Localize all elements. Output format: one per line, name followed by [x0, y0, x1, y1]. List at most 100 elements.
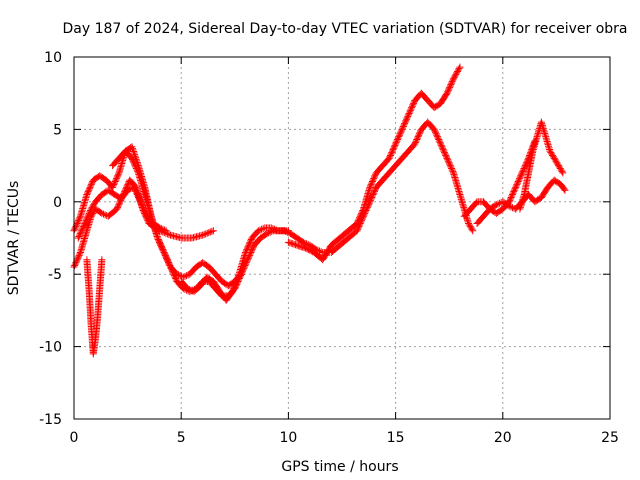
- data-point: [530, 140, 538, 148]
- data-point: [360, 211, 368, 219]
- data-point: [229, 286, 237, 294]
- data-point: [235, 272, 243, 280]
- data-point: [247, 237, 255, 245]
- data-point: [443, 89, 451, 97]
- data-point: [508, 191, 516, 199]
- data-point: [514, 178, 522, 186]
- data-point: [74, 218, 82, 226]
- data-point: [154, 235, 162, 243]
- data-point: [172, 275, 180, 283]
- data-point: [370, 173, 378, 181]
- data-point: [435, 136, 443, 144]
- data-point: [508, 192, 516, 200]
- data-point: [75, 251, 83, 259]
- data-point: [553, 159, 561, 167]
- data-point: [354, 224, 362, 232]
- data-point: [199, 231, 207, 239]
- data-point: [367, 196, 375, 204]
- data-point: [386, 151, 394, 159]
- data-point: [135, 195, 143, 203]
- data-point: [166, 263, 174, 271]
- data-point: [439, 146, 447, 154]
- data-point: [521, 162, 529, 170]
- data-point: [124, 186, 132, 194]
- data-point: [558, 167, 566, 175]
- x-tick-label: 10: [279, 430, 297, 446]
- data-point: [444, 86, 452, 94]
- data-point: [444, 88, 452, 96]
- data-point: [449, 76, 457, 84]
- data-point: [454, 66, 462, 74]
- data-point: [114, 202, 122, 210]
- data-point: [233, 275, 241, 283]
- data-point: [165, 260, 173, 268]
- data-point: [165, 259, 173, 267]
- data-point: [506, 196, 514, 204]
- data-point: [547, 149, 555, 157]
- data-point: [157, 241, 165, 249]
- data-point: [393, 137, 401, 145]
- data-point: [85, 211, 93, 219]
- data-point: [77, 228, 85, 236]
- axis-ticks: 0 5 10 15 20 25 -15 -10 -5 0 5 10: [39, 50, 619, 446]
- data-point: [231, 280, 239, 288]
- data-point: [387, 150, 395, 158]
- data-point: [166, 262, 174, 270]
- data-point: [549, 153, 557, 161]
- data-point: [394, 136, 402, 144]
- data-point: [317, 248, 325, 256]
- data-point: [83, 191, 91, 199]
- y-tick-label: 0: [53, 195, 62, 211]
- data-point: [232, 277, 240, 285]
- data-point: [510, 186, 518, 194]
- data-point: [397, 127, 405, 135]
- data-point: [443, 154, 451, 162]
- data-point: [529, 141, 537, 149]
- data-point: [74, 234, 82, 242]
- data-point: [404, 112, 412, 120]
- data-point: [157, 225, 165, 233]
- data-point: [307, 247, 315, 255]
- data-point: [129, 147, 137, 155]
- data-point: [507, 193, 515, 201]
- data-point: [395, 131, 403, 139]
- data-point: [242, 247, 250, 255]
- data-point: [183, 272, 191, 280]
- data-point: [113, 173, 121, 181]
- data-point: [366, 183, 374, 191]
- data-point: [130, 149, 138, 157]
- data-point: [406, 108, 414, 116]
- data-point: [406, 107, 414, 115]
- data-point: [433, 133, 441, 141]
- data-point: [526, 151, 534, 159]
- data-point: [441, 150, 449, 158]
- data-point: [263, 230, 271, 238]
- data-point: [184, 285, 192, 293]
- data-point: [367, 182, 375, 190]
- data-point: [75, 253, 83, 261]
- data-point: [399, 124, 407, 132]
- data-point: [209, 227, 217, 235]
- data-point: [73, 256, 81, 264]
- data-point: [112, 175, 120, 183]
- data-point: [432, 130, 440, 138]
- data-point: [363, 205, 371, 213]
- data-point: [85, 186, 93, 194]
- data-point: [179, 273, 187, 281]
- data-point: [111, 178, 119, 186]
- data-point: [244, 256, 252, 264]
- data-point: [125, 185, 133, 193]
- data-point: [170, 272, 178, 280]
- data-point: [512, 183, 520, 191]
- data-point: [114, 204, 122, 212]
- data-point: [130, 183, 138, 191]
- data-point: [259, 225, 267, 233]
- data-point: [446, 83, 454, 91]
- series-track-4: [74, 183, 170, 242]
- data-point: [156, 238, 164, 246]
- data-point: [525, 154, 533, 162]
- data-point: [87, 206, 95, 214]
- data-point: [208, 227, 216, 235]
- data-point: [71, 224, 79, 232]
- data-point: [401, 120, 409, 128]
